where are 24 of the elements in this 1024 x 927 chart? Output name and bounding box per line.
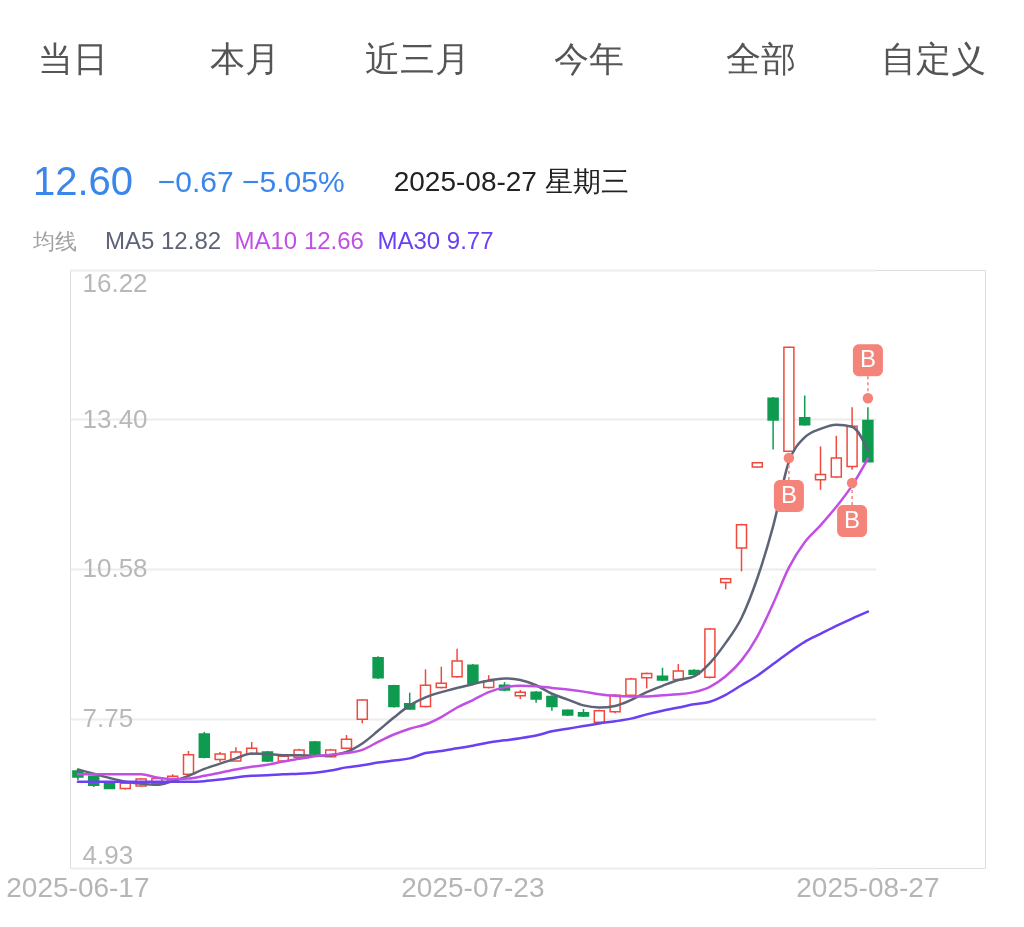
text: 近三月: [364, 39, 470, 78]
text: MA30 9.77: [377, 227, 494, 254]
y-tick-label: 4.93: [82, 839, 134, 870]
x-tick-label: 2025-06-17: [6, 871, 150, 903]
y-tick-label: 16.22: [82, 267, 148, 298]
text: MA10 12.66: [234, 227, 364, 254]
text: 全部: [726, 39, 796, 78]
text: MA5 12.82: [105, 227, 222, 254]
y-tick-label: 7.75: [82, 703, 134, 734]
text: 本月: [210, 39, 280, 78]
data-label: B: [859, 345, 876, 373]
text: 自定义: [880, 39, 986, 78]
x-tick-label: 2025-07-23: [401, 871, 545, 903]
data-label: B: [780, 481, 797, 509]
data-label: B: [844, 505, 861, 533]
text: 今年: [554, 39, 624, 78]
x-tick-label: 2025-08-27: [796, 871, 940, 903]
y-tick-label: 10.58: [82, 553, 148, 584]
text: 2025-08-27 星期三: [393, 166, 629, 197]
chart-subtitle: −0.67 −5.05%: [157, 165, 345, 198]
y-tick-label: 13.40: [82, 403, 148, 434]
text: 当日: [38, 39, 108, 78]
legend-title: 均线: [32, 229, 77, 254]
chart-title: 12.60: [33, 159, 134, 203]
